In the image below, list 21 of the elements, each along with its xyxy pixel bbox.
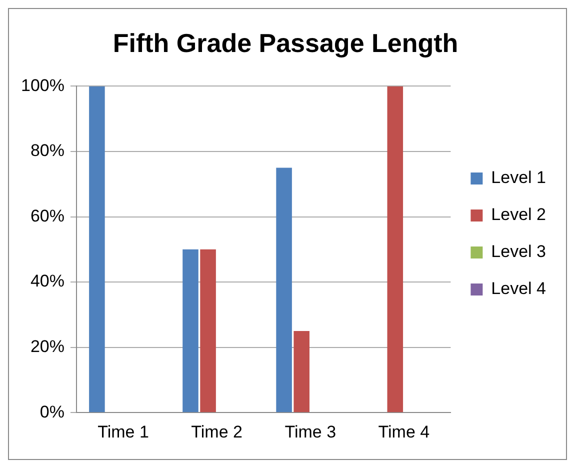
bar	[200, 249, 216, 412]
y-tick-label: 100%	[20, 76, 64, 95]
bar	[89, 86, 105, 412]
y-tick-label: 60%	[30, 206, 64, 226]
legend-label: Level 4	[491, 279, 546, 298]
legend-label: Level 1	[491, 168, 546, 188]
y-tick-label: 20%	[30, 337, 64, 356]
y-tick-label: 80%	[30, 141, 64, 160]
y-tick-label: 40%	[30, 272, 64, 291]
chart-title: Fifth Grade Passage Length	[112, 28, 458, 58]
x-tick-label: Time 3	[284, 422, 336, 442]
x-tick-label: Time 1	[98, 422, 149, 442]
bar	[387, 86, 404, 412]
bar	[182, 249, 198, 412]
y-tick-label: 0%	[40, 402, 64, 422]
legend-label: Level 3	[491, 242, 546, 262]
bar	[294, 331, 310, 412]
legend-label: Level 2	[491, 205, 546, 224]
x-tick-label: Time 4	[378, 422, 430, 442]
bar	[276, 168, 292, 412]
x-tick-label: Time 2	[191, 422, 242, 442]
